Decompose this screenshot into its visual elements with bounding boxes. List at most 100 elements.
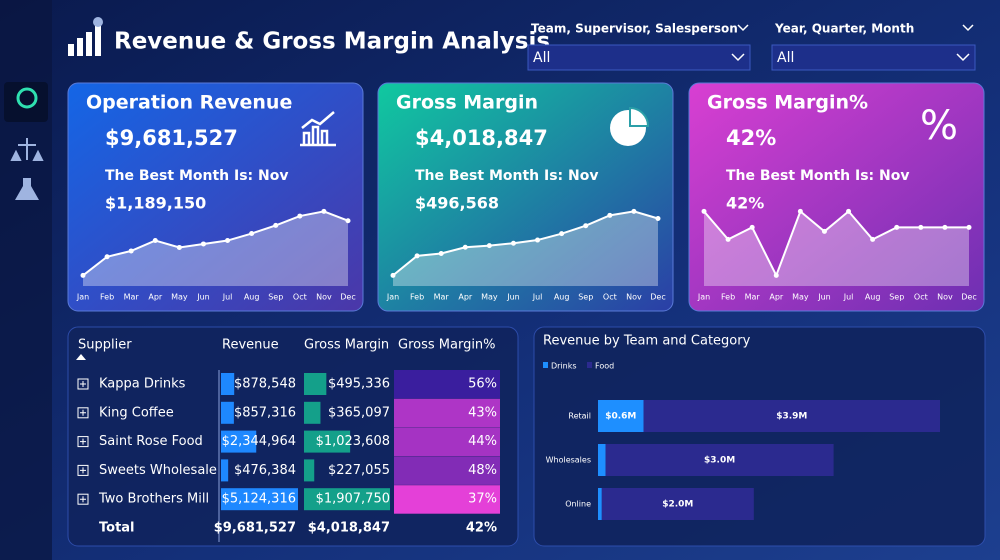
gross-margin-value: $1,907,750 xyxy=(316,492,390,507)
card-title: Gross Margin xyxy=(396,92,538,114)
filter-label: Year, Quarter, Month xyxy=(774,22,914,36)
x-tick-label: Apr xyxy=(769,293,784,302)
x-tick-label: Jun xyxy=(506,293,520,302)
legend-label: Food xyxy=(595,362,614,371)
sort-arrow xyxy=(76,354,86,360)
x-tick-label: Jun xyxy=(817,293,831,302)
expand-icon[interactable] xyxy=(80,381,86,387)
data-label: $0.6M xyxy=(605,412,636,422)
revenue-value: $476,384 xyxy=(234,463,296,478)
x-tick-label: Jul xyxy=(222,293,233,302)
point xyxy=(345,218,351,224)
filter-value[interactable]: All xyxy=(533,50,550,66)
expand-button[interactable] xyxy=(77,378,89,390)
area-fill xyxy=(704,211,969,286)
gross-margin-value: $1,023,608 xyxy=(316,434,390,449)
supplier-name: Saint Rose Food xyxy=(99,434,203,449)
revenue-bar xyxy=(221,430,257,453)
point xyxy=(176,244,182,250)
x-tick-label: Oct xyxy=(603,293,617,302)
x-tick-label: May xyxy=(792,293,809,302)
x-tick-label: Feb xyxy=(410,293,424,302)
gross-margin-pct-value: 44% xyxy=(468,434,497,449)
point xyxy=(297,213,303,219)
card-title: Operation Revenue xyxy=(86,92,292,114)
page-title: Revenue & Gross Margin Analysis xyxy=(114,29,550,55)
expand-button[interactable] xyxy=(77,436,89,448)
x-tick-label: Jun xyxy=(196,293,210,302)
x-tick-label: Dec xyxy=(650,293,665,302)
area-fill xyxy=(393,211,658,286)
gross-margin-pct-cell xyxy=(394,456,500,485)
gross-margin-pct-value: 43% xyxy=(468,405,497,420)
nav-icon[interactable] xyxy=(10,138,44,161)
expand-icon[interactable] xyxy=(80,467,86,474)
gross-margin-pct-value: 56% xyxy=(468,377,497,392)
point xyxy=(725,236,731,242)
revenue-value: $878,548 xyxy=(234,377,296,392)
point xyxy=(749,224,755,230)
filter-dropdown[interactable] xyxy=(527,44,751,71)
expand-button[interactable] xyxy=(77,493,89,505)
revenue-value: $2,344,964 xyxy=(222,434,296,449)
y-tick-label: Wholesales xyxy=(546,456,591,465)
nav-selected[interactable] xyxy=(4,82,48,122)
filter-value[interactable]: All xyxy=(777,50,794,66)
data-label: $2.0M xyxy=(662,500,693,510)
best-value: $1,189,150 xyxy=(105,194,206,213)
x-tick-label: Mar xyxy=(434,293,450,302)
revenue-value: $5,124,316 xyxy=(222,492,296,507)
x-tick-label: Apr xyxy=(458,293,473,302)
x-tick-label: Feb xyxy=(100,293,114,302)
supplier-name: Sweets Wholesale xyxy=(99,463,217,478)
expand-button[interactable] xyxy=(77,407,89,419)
x-tick-label: Nov xyxy=(316,293,332,302)
point xyxy=(773,272,779,278)
point xyxy=(104,254,110,260)
point xyxy=(894,224,900,230)
x-tick-label: Jul xyxy=(532,293,543,302)
gross-margin-pct-value: 37% xyxy=(468,492,497,507)
point xyxy=(152,238,158,244)
column-header: Revenue xyxy=(222,338,279,353)
best-value: $496,568 xyxy=(415,194,499,213)
expand-button[interactable] xyxy=(77,464,89,476)
x-tick-label: Oct xyxy=(914,293,928,302)
expand-icon[interactable] xyxy=(80,409,86,416)
total-gross-margin-pct: 42% xyxy=(466,521,497,536)
revenue-value: $857,316 xyxy=(234,405,296,420)
x-tick-label: Feb xyxy=(721,293,735,302)
gross-margin-bar xyxy=(304,430,351,453)
x-tick-label: Apr xyxy=(148,293,163,302)
point xyxy=(200,241,206,247)
x-tick-label: Mar xyxy=(745,293,761,302)
point xyxy=(846,208,852,214)
point xyxy=(535,237,541,243)
filter-dropdown[interactable] xyxy=(771,44,976,71)
point xyxy=(225,238,231,244)
title-icon xyxy=(68,17,103,56)
bar xyxy=(601,488,754,520)
x-tick-label: Jul xyxy=(843,293,854,302)
nav-icon[interactable] xyxy=(16,87,38,109)
column-header: Supplier xyxy=(78,338,132,353)
expand-icon[interactable] xyxy=(80,438,86,445)
point xyxy=(80,272,86,278)
expand-icon[interactable] xyxy=(80,496,86,503)
nav-icon[interactable] xyxy=(15,178,39,200)
y-tick-label: Retail xyxy=(568,412,591,421)
bar xyxy=(598,444,606,476)
best-month: The Best Month Is: Nov xyxy=(105,168,288,184)
gross-margin-bar xyxy=(304,373,327,395)
point xyxy=(462,244,468,250)
point xyxy=(942,224,948,230)
x-tick-label: Nov xyxy=(937,293,953,302)
card-value: 42% xyxy=(726,126,776,150)
data-label: $3.9M xyxy=(776,412,807,422)
gross-margin-bar xyxy=(304,459,315,482)
point xyxy=(966,224,972,230)
x-tick-label: Aug xyxy=(554,293,570,302)
point xyxy=(821,228,827,234)
x-tick-label: Dec xyxy=(961,293,976,302)
